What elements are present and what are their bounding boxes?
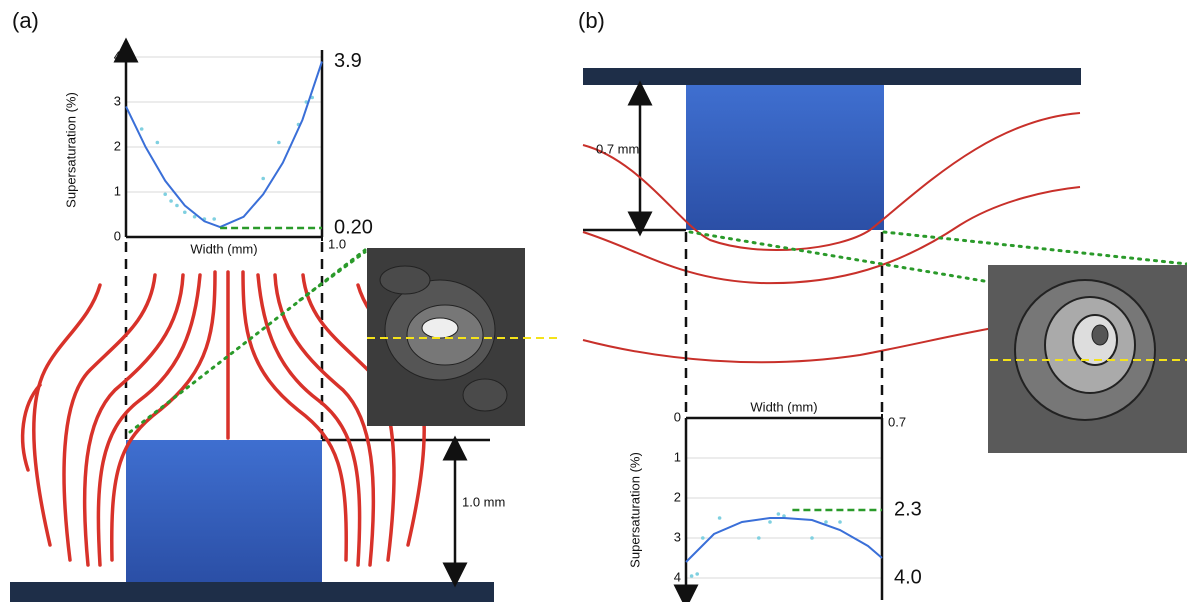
data-point bbox=[155, 140, 160, 145]
data-point bbox=[183, 210, 187, 215]
y-axis-label: Supersaturation (%) bbox=[627, 452, 642, 568]
panel-a-drawing bbox=[10, 242, 560, 602]
fit-line bbox=[125, 61, 323, 229]
data-point bbox=[689, 574, 694, 578]
y-tick-label: 2 bbox=[674, 489, 681, 504]
data-point bbox=[261, 176, 266, 181]
y-tick-label: 1 bbox=[114, 183, 121, 198]
y-tick-label: 3 bbox=[674, 529, 681, 544]
y-axis-label: Supersaturation (%) bbox=[63, 92, 78, 208]
value-annotation: 2.3 bbox=[894, 498, 922, 520]
data-point bbox=[768, 520, 772, 524]
data-point bbox=[310, 95, 315, 100]
fit-line bbox=[685, 517, 883, 563]
data-point bbox=[717, 516, 722, 520]
data-point bbox=[163, 192, 167, 197]
y-tick-label: 2 bbox=[114, 138, 121, 153]
data-point bbox=[810, 536, 814, 540]
y-tick-label: 4 bbox=[114, 48, 121, 63]
data-point bbox=[139, 127, 144, 131]
data-point bbox=[776, 512, 781, 516]
data-point bbox=[757, 536, 761, 540]
panel-b-drawing bbox=[582, 68, 1187, 453]
panel-label: (a) bbox=[12, 8, 39, 33]
data-point bbox=[838, 520, 842, 524]
y-tick-label: 4 bbox=[674, 569, 681, 584]
data-point bbox=[701, 536, 705, 540]
value-annotation: 0.20 bbox=[334, 216, 373, 238]
data-point bbox=[212, 217, 216, 221]
value-annotation: 4.0 bbox=[894, 566, 922, 588]
x-axis-label: Width (mm) bbox=[750, 399, 817, 414]
y-tick-label: 3 bbox=[114, 93, 121, 108]
y-tick-label: 0 bbox=[674, 409, 681, 424]
distance-label: 1.0 mm bbox=[462, 494, 505, 509]
data-point bbox=[277, 140, 281, 145]
data-point bbox=[169, 199, 173, 203]
data-point bbox=[192, 214, 197, 219]
distance-label: 0.7 mm bbox=[596, 141, 639, 156]
value-annotation: 3.9 bbox=[334, 50, 362, 72]
x-tick-label: 0.7 bbox=[888, 414, 906, 429]
data-point bbox=[824, 520, 828, 524]
y-tick-label: 1 bbox=[674, 449, 681, 464]
x-axis-label: Width (mm) bbox=[190, 241, 257, 256]
data-point bbox=[695, 572, 699, 576]
x-tick-label: 1.0 bbox=[328, 236, 346, 251]
data-point bbox=[175, 203, 179, 208]
y-tick-label: 0 bbox=[114, 228, 121, 243]
data-point bbox=[782, 514, 786, 518]
panel-label: (b) bbox=[578, 8, 605, 33]
